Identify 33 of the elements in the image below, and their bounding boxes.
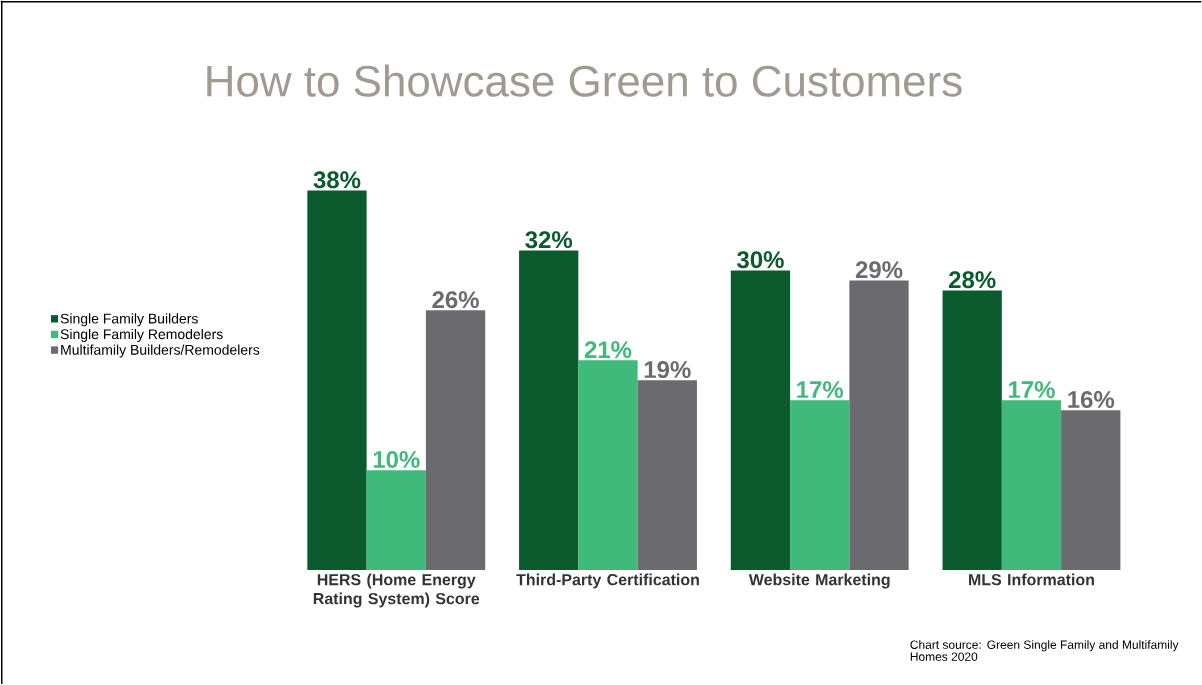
x-tick-label: MLS Information <box>969 573 1094 586</box>
bar <box>1001 400 1062 571</box>
bar <box>942 290 1002 571</box>
legend-label: Multifamily Builders/Remodelers <box>61 344 260 358</box>
bar <box>790 400 850 571</box>
text: Chart source: Green Single Family and Multifamily Homes 2020 <box>910 640 1179 662</box>
chart-title: How to Showcase Green to Customers <box>207 64 962 97</box>
data-label: 30% <box>737 251 784 269</box>
bar <box>307 190 367 571</box>
x-tick-label: Website Marketing <box>748 573 890 589</box>
legend-label: Single Family Remodelers <box>60 329 223 343</box>
x-tick-label: HERS (Home Energy Rating System) Score <box>313 573 480 608</box>
x-tick-label: Third-Party Certification <box>516 573 699 589</box>
data-label: 17% <box>1008 381 1055 399</box>
data-label: 17% <box>797 381 844 399</box>
data-label: 38% <box>313 171 361 189</box>
data-label: 28% <box>949 271 996 289</box>
bar <box>425 310 486 571</box>
data-label: 16% <box>1068 391 1115 409</box>
bar <box>366 470 426 571</box>
data-label: 26% <box>432 291 479 309</box>
bar <box>849 280 909 571</box>
data-label: 10% <box>373 451 420 469</box>
bar <box>1061 410 1121 571</box>
data-label: 19% <box>644 361 691 379</box>
bar <box>637 380 697 571</box>
data-label: 32% <box>525 231 573 249</box>
bar <box>519 250 579 571</box>
bar <box>578 360 638 571</box>
data-label: 29% <box>855 261 903 279</box>
data-label: 21% <box>584 341 632 359</box>
legend-label: Single Family Builders <box>60 313 198 327</box>
bar <box>730 270 791 571</box>
